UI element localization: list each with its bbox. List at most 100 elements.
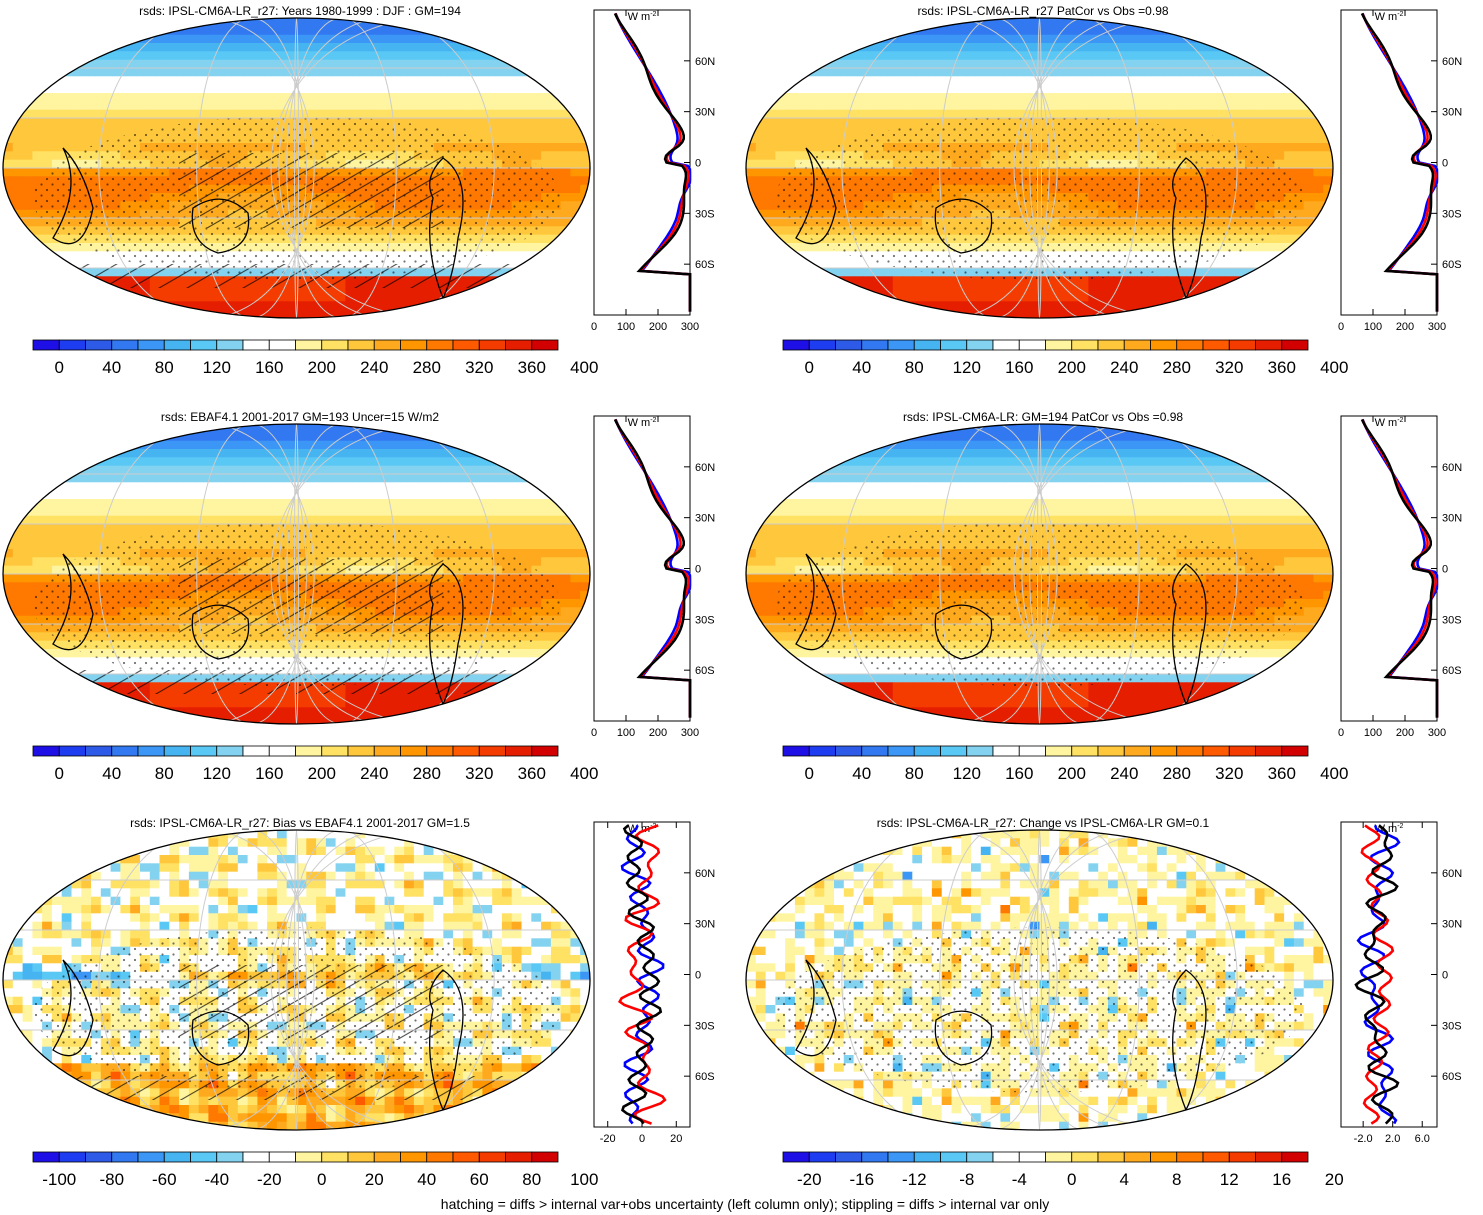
colorbar-label: 80 xyxy=(155,764,174,783)
colorbar-label: 400 xyxy=(570,764,598,783)
colorbar-segment xyxy=(111,339,139,351)
colorbar: -100 -80 -60 -40 -20 0 20 40 60 80 100 xyxy=(32,1151,598,1189)
colorbar-segment xyxy=(216,745,244,757)
colorbar-segment xyxy=(940,1151,968,1163)
profile-line xyxy=(1356,824,1401,1125)
panel-0: rsds: IPSL-CM6A-LR_r27: Years 1980-1999 … xyxy=(2,4,715,377)
colorbar-segment xyxy=(268,1151,296,1163)
colorbar-segment xyxy=(992,745,1020,757)
colorbar-label: 4 xyxy=(1120,1170,1129,1189)
colorbar-segment xyxy=(782,1151,810,1163)
profile-line xyxy=(1360,12,1439,312)
colorbar-segment xyxy=(1071,745,1099,757)
colorbar-segment xyxy=(242,339,270,351)
colorbar-label: 360 xyxy=(1268,764,1296,783)
profile-x-label: 2.0 xyxy=(1385,1133,1400,1145)
colorbar-segment xyxy=(1123,1151,1151,1163)
profile-x-label: 20 xyxy=(670,1133,682,1145)
colorbar-label: 12 xyxy=(1220,1170,1239,1189)
colorbar-segment xyxy=(373,1151,401,1163)
colorbar-label: 280 xyxy=(1163,764,1191,783)
colorbar-segment xyxy=(190,745,218,757)
colorbar-segment xyxy=(216,1151,244,1163)
colorbar-label: 280 xyxy=(413,358,441,377)
profile-lat-label: 30N xyxy=(1442,107,1462,119)
zonal-profile: 60N 30N 0 30S 60S 0 100 200 300 W m-2 xyxy=(591,415,715,739)
colorbar-segment xyxy=(835,745,863,757)
colorbar-label: -60 xyxy=(152,1170,177,1189)
colorbar-label: 280 xyxy=(1163,358,1191,377)
colorbar-segment xyxy=(163,339,191,351)
colorbar-label: 160 xyxy=(1005,764,1033,783)
colorbar-label: 0 xyxy=(805,358,814,377)
colorbar-label: 160 xyxy=(255,764,283,783)
profile-x-label: 300 xyxy=(681,321,699,333)
profile-unit: W m-2 xyxy=(1375,417,1404,429)
colorbar-segment xyxy=(1123,339,1151,351)
colorbar-label: -40 xyxy=(204,1170,229,1189)
colorbar-label: -80 xyxy=(99,1170,124,1189)
colorbar-segment xyxy=(1150,339,1178,351)
colorbar-label: 320 xyxy=(1215,764,1243,783)
profile-x-label: 200 xyxy=(1396,727,1414,739)
profile-lat-label: 60N xyxy=(695,462,715,474)
colorbar-label: 400 xyxy=(1320,764,1348,783)
panel-title: rsds: IPSL-CM6A-LR_r27: Bias vs EBAF4.1 … xyxy=(130,816,470,830)
colorbar-segment xyxy=(32,339,60,351)
colorbar-segment xyxy=(111,745,139,757)
colorbar-label: 120 xyxy=(203,358,231,377)
colorbar-segment xyxy=(1255,339,1283,351)
profile-lat-label: 60S xyxy=(1442,665,1462,677)
profile-lat-label: 0 xyxy=(695,158,701,170)
colorbar-label: 200 xyxy=(1058,358,1086,377)
panel-5: rsds: IPSL-CM6A-LR_r27: Change vs IPSL-C… xyxy=(745,816,1462,1189)
colorbar-label: 280 xyxy=(413,764,441,783)
colorbar-segment xyxy=(966,339,994,351)
colorbar-segment xyxy=(190,1151,218,1163)
colorbar-segment xyxy=(1176,745,1204,757)
colorbar-segment xyxy=(531,1151,559,1163)
colorbar-label: 80 xyxy=(905,358,924,377)
zonal-profile: 60N 30N 0 30S 60S 0 100 200 300 W m-2 xyxy=(1338,415,1462,739)
profile-lat-label: 30S xyxy=(695,1020,715,1032)
colorbar-label: -8 xyxy=(959,1170,974,1189)
colorbar-segment xyxy=(913,1151,941,1163)
panel-title: rsds: IPSL-CM6A-LR_r27: Change vs IPSL-C… xyxy=(877,816,1210,830)
map-outline xyxy=(2,829,591,1131)
colorbar-segment xyxy=(426,1151,454,1163)
colorbar-segment xyxy=(373,745,401,757)
colorbar-label: -100 xyxy=(42,1170,76,1189)
profile-unit: W m-2 xyxy=(1375,11,1404,23)
zonal-profile: 60N 30N 0 30S 60S 0 100 200 300 W m-2 xyxy=(1338,9,1462,333)
colorbar-segment xyxy=(32,745,60,757)
profile-lat-label: 30S xyxy=(1442,208,1462,220)
colorbar-label: 40 xyxy=(417,1170,436,1189)
colorbar-segment xyxy=(347,1151,375,1163)
colorbar-label: 200 xyxy=(308,764,336,783)
colorbar-label: 60 xyxy=(470,1170,489,1189)
colorbar-segment xyxy=(1281,745,1309,757)
profile-x-label: 100 xyxy=(1364,727,1382,739)
colorbar-segment xyxy=(295,339,323,351)
colorbar-label: 80 xyxy=(155,358,174,377)
colorbar: 0 40 80 120 160 200 240 280 320 360 400 xyxy=(32,339,598,377)
colorbar-label: 100 xyxy=(570,1170,598,1189)
colorbar-label: 200 xyxy=(308,358,336,377)
colorbar-segment xyxy=(505,339,533,351)
profile-line xyxy=(613,12,692,312)
colorbar-segment xyxy=(835,1151,863,1163)
profile-x-label: 0 xyxy=(639,1133,645,1145)
colorbar-segment xyxy=(426,339,454,351)
profile-lat-label: 0 xyxy=(695,970,701,982)
colorbar-segment xyxy=(992,1151,1020,1163)
colorbar-label: 0 xyxy=(805,764,814,783)
colorbar-label: -16 xyxy=(849,1170,874,1189)
map-field xyxy=(746,424,1333,724)
colorbar-label: 360 xyxy=(518,764,546,783)
profile-lat-label: 0 xyxy=(695,564,701,576)
colorbar-label: 0 xyxy=(55,358,64,377)
map-field xyxy=(3,424,590,724)
colorbar-label: 240 xyxy=(1110,764,1138,783)
profile-lat-label: 60S xyxy=(695,665,715,677)
